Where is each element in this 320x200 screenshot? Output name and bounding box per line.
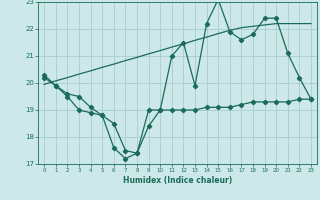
X-axis label: Humidex (Indice chaleur): Humidex (Indice chaleur) [123,176,232,185]
